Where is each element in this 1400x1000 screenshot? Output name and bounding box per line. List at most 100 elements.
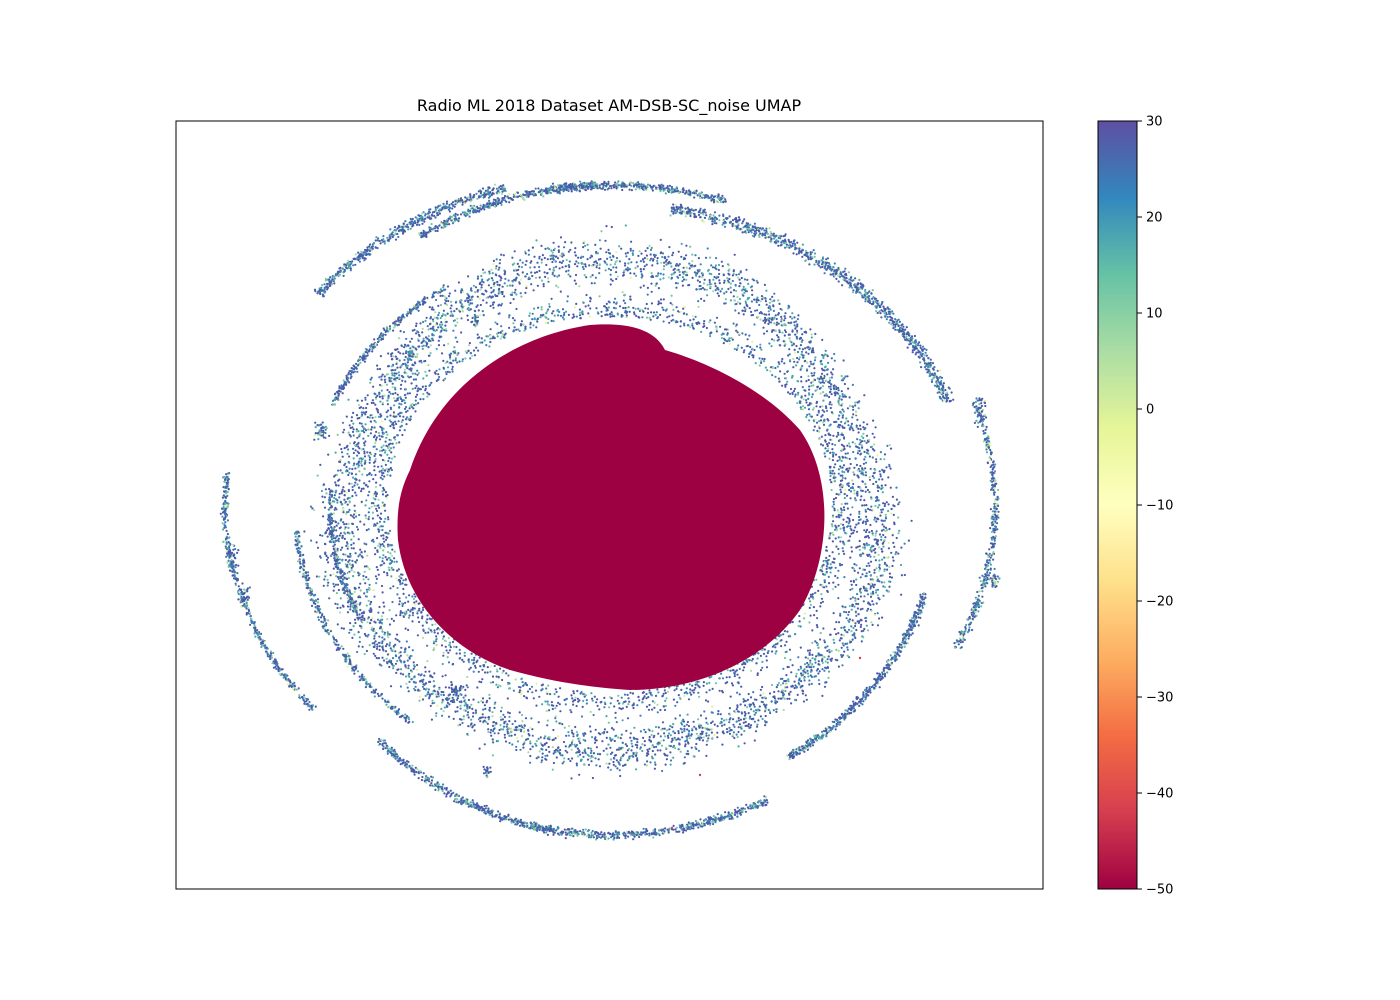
scatter-point [862, 421, 865, 424]
scatter-point [762, 696, 766, 699]
scatter-point [420, 673, 423, 676]
scatter-point [672, 746, 675, 749]
scatter-point [632, 306, 635, 309]
scatter-point [795, 686, 798, 689]
scatter-point [430, 718, 433, 721]
scatter-point [339, 597, 342, 600]
scatter-point [347, 522, 350, 525]
scatter-point [346, 611, 350, 614]
scatter-point [431, 692, 434, 695]
scatter-point [373, 504, 376, 507]
scatter-point [508, 316, 511, 319]
scatter-point [663, 732, 666, 735]
scatter-point [784, 343, 787, 346]
scatter-point [800, 353, 803, 356]
scatter-point [728, 726, 731, 730]
scatter-point [485, 301, 488, 304]
scatter-point [708, 272, 711, 275]
scatter-point [393, 550, 396, 553]
scatter-point [394, 438, 397, 441]
scatter-point [412, 667, 415, 671]
scatter-point [540, 279, 544, 282]
scatter-point [615, 251, 618, 254]
scatter-point [814, 640, 817, 643]
scatter-point [424, 336, 428, 339]
scatter-point [367, 428, 370, 431]
scatter-point [427, 631, 430, 634]
scatter-point [770, 700, 773, 703]
scatter-point [424, 670, 427, 673]
scatter-point [650, 257, 653, 260]
scatter-point [476, 333, 479, 336]
scatter-point [861, 446, 864, 449]
scatter-point [414, 372, 417, 375]
scatter-point [786, 686, 789, 689]
scatter-point [476, 295, 479, 298]
scatter-point [410, 405, 413, 408]
scatter-point [891, 495, 895, 498]
scatter-point [815, 624, 819, 627]
scatter-point [444, 645, 447, 648]
scatter-point [832, 533, 835, 536]
scatter-point [578, 737, 581, 740]
scatter-point [449, 307, 452, 310]
scatter-point [765, 330, 769, 333]
scatter-point [358, 636, 361, 639]
scatter-point [380, 389, 383, 392]
scatter-point [333, 496, 336, 500]
scatter-point [854, 442, 857, 445]
scatter-point [821, 409, 824, 412]
scatter-point [575, 315, 578, 318]
scatter-point [632, 751, 635, 755]
scatter-point [347, 545, 350, 548]
scatter-point [605, 762, 608, 765]
scatter-point [349, 605, 352, 608]
scatter-point [774, 329, 777, 332]
scatter-point [507, 711, 510, 714]
scatter-point [885, 556, 888, 559]
scatter-point [351, 426, 354, 429]
scatter-point [595, 250, 598, 254]
scatter-point [843, 382, 847, 386]
scatter-point [577, 755, 580, 758]
scatter-point [524, 325, 527, 328]
scatter-point [716, 736, 719, 739]
scatter-point [847, 424, 850, 427]
scatter-point [318, 575, 321, 578]
scatter-point [773, 299, 776, 302]
scatter-point [345, 544, 348, 548]
scatter-point [492, 730, 495, 733]
scatter-point [450, 310, 453, 313]
scatter-point [596, 252, 600, 255]
scatter-point [570, 694, 573, 697]
scatter-point [606, 731, 609, 734]
scatter-point [865, 624, 868, 627]
scatter-point [454, 301, 457, 304]
scatter-point [407, 667, 410, 670]
scatter-point [815, 578, 818, 581]
scatter-point [363, 442, 366, 445]
scatter-point [636, 265, 639, 268]
scatter-point [502, 725, 506, 728]
scatter-point [360, 612, 363, 615]
scatter-point [667, 262, 670, 265]
scatter-point [326, 523, 330, 526]
scatter-point [820, 593, 823, 596]
scatter-point [336, 539, 339, 542]
scatter-point [675, 738, 678, 741]
scatter-point [763, 719, 767, 723]
scatter-point [392, 421, 395, 424]
scatter-point [595, 739, 598, 742]
scatter-point [409, 415, 412, 418]
scatter-point [391, 657, 395, 660]
scatter-point [794, 633, 797, 636]
scatter-point [737, 716, 740, 720]
scatter-point [417, 309, 420, 312]
scatter-point [837, 433, 840, 436]
scatter-point [876, 624, 880, 627]
scatter-point [309, 505, 313, 508]
scatter-point [514, 728, 517, 732]
scatter-point [462, 715, 465, 718]
scatter-point [691, 260, 694, 263]
scatter-point [816, 429, 819, 432]
